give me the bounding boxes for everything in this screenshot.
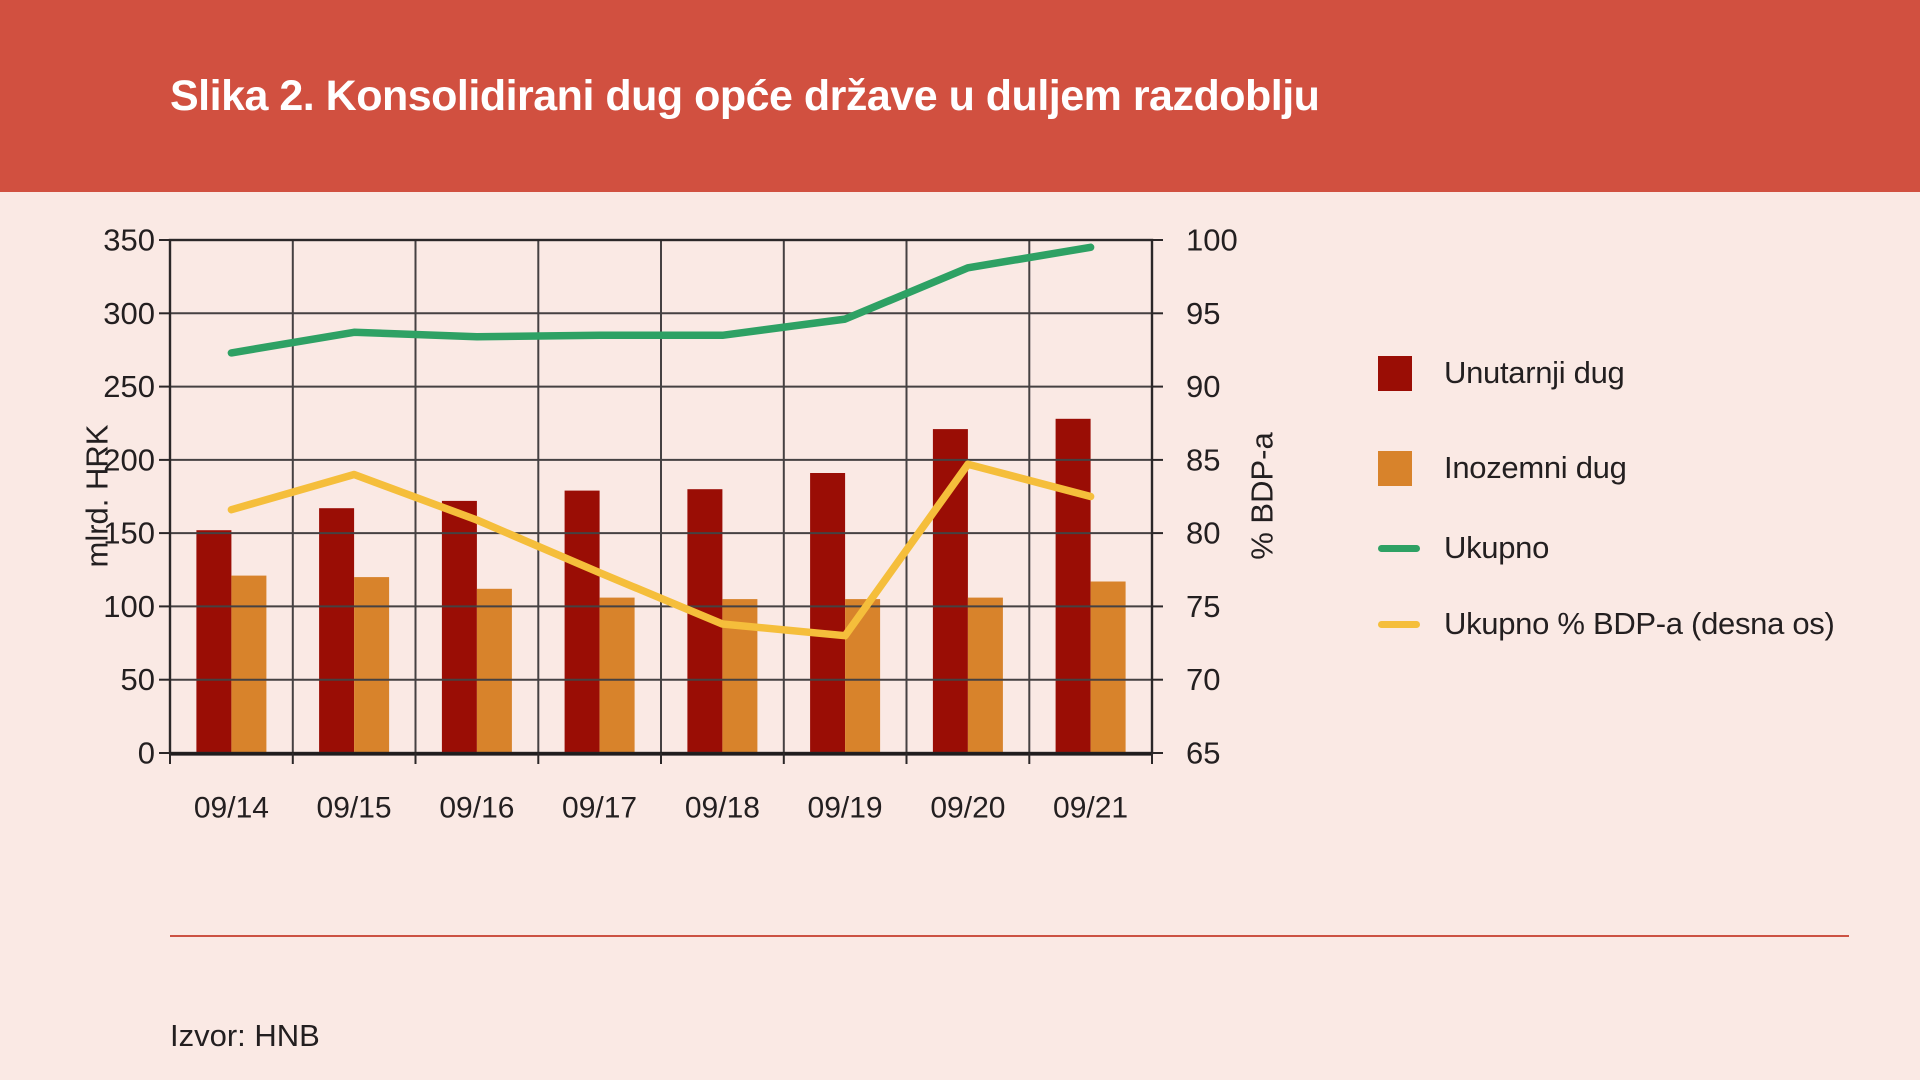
svg-text:350: 350: [103, 223, 155, 258]
svg-text:0: 0: [138, 736, 155, 771]
svg-text:09/20: 09/20: [930, 792, 1005, 825]
figure-title: Slika 2. Konsolidirani dug opće države u…: [170, 71, 1320, 120]
svg-text:90: 90: [1186, 369, 1220, 404]
svg-text:75: 75: [1186, 589, 1220, 624]
bars-inozemni: [231, 575, 1126, 753]
svg-text:100: 100: [103, 589, 155, 624]
svg-text:70: 70: [1186, 662, 1220, 697]
left-axis-labels: 0 50 100 150 200 250 300 350: [103, 223, 155, 771]
bar-inozemni-09/20: [967, 597, 1003, 753]
svg-text:200: 200: [103, 442, 155, 477]
right-axis-title: % BDP-a: [1245, 432, 1280, 560]
bar-unutarnji-09/19: [810, 473, 846, 753]
svg-text:95: 95: [1186, 296, 1220, 331]
bar-unutarnji-09/21: [1055, 418, 1091, 753]
figure-header: Slika 2. Konsolidirani dug opće države u…: [0, 0, 1920, 192]
svg-text:250: 250: [103, 369, 155, 404]
footer-separator-line: [170, 935, 1849, 937]
svg-text:300: 300: [103, 296, 155, 331]
bar-inozemni-09/14: [231, 575, 267, 753]
svg-text:09/14: 09/14: [194, 792, 269, 825]
svg-text:09/15: 09/15: [317, 792, 392, 825]
svg-text:09/21: 09/21: [1053, 792, 1128, 825]
bar-inozemni-09/21: [1090, 581, 1126, 753]
source-note: Izvor: HNB: [170, 1018, 320, 1053]
axis-ticks: [159, 239, 1163, 764]
svg-text:150: 150: [103, 516, 155, 551]
svg-text:09/18: 09/18: [685, 792, 760, 825]
svg-text:65: 65: [1186, 736, 1220, 771]
bar-unutarnji-09/17: [564, 490, 600, 753]
bar-unutarnji-09/16: [441, 500, 477, 753]
bar-unutarnji-09/14: [196, 530, 232, 753]
line-ukupno_pct: [227, 460, 1095, 640]
bar-unutarnji-09/15: [319, 508, 355, 753]
svg-text:100: 100: [1186, 223, 1238, 258]
x-axis-labels: 09/14 09/15 09/16 09/17 09/18 09/19 09/20 09/21: [194, 792, 1128, 825]
left-axis-title: mlrd. HRK: [80, 424, 115, 567]
svg-text:80: 80: [1186, 516, 1220, 551]
bars-unutarnji: [196, 418, 1091, 753]
svg-text:09/16: 09/16: [439, 792, 514, 825]
right-axis-labels: 65 70 75 80 85 90 95 100: [1186, 223, 1238, 771]
svg-text:09/17: 09/17: [562, 792, 637, 825]
svg-text:50: 50: [121, 662, 155, 697]
bar-inozemni-09/17: [599, 597, 635, 753]
bar-inozemni-09/16: [476, 588, 512, 753]
gridlines: [170, 239, 1152, 754]
bar-inozemni-09/15: [354, 577, 390, 753]
svg-text:09/19: 09/19: [808, 792, 883, 825]
svg-text:85: 85: [1186, 442, 1220, 477]
line-ukupno: [227, 243, 1095, 357]
